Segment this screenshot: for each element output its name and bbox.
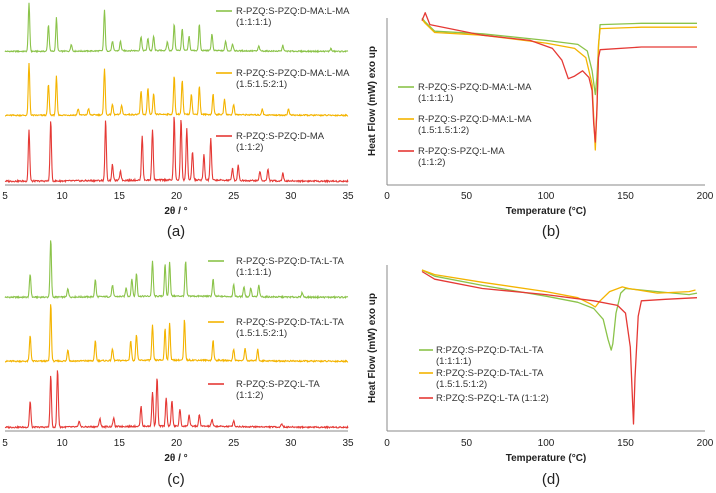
chart-b-x-ticks: 0 50 100 150 200 [384,191,714,202]
chart-a-legend-label-0: R-PZQ:S-PZQ:D-MA:L-MA [236,6,350,17]
chart-b-legend-ratio-0: (1:1:1:1) [418,93,453,104]
chart-c-series-1 [5,304,349,364]
chart-b-panel-label: (b) [542,223,560,240]
chart-d-panel-label: (d) [542,471,560,488]
chart-b-legend-label-1: R-PZQ:S-PZQ:D-MA:L-MA [418,114,532,125]
chart-b-x-tick-2: 100 [538,191,555,202]
chart-c-panel-label: (c) [167,471,185,488]
chart-c-x-tick-0: 5 [2,438,8,449]
chart-c-series-0 [4,240,349,300]
chart-c-x-tick-6: 35 [342,438,354,449]
chart-c-legend-label-0: R-PZQ:S-PZQ:D-TA:L-TA [236,256,345,267]
chart-c-x-tick-5: 30 [285,438,297,449]
chart-c-traces [4,240,349,430]
chart-c-x-tick-2: 15 [114,438,126,449]
chart-b-series-1 [421,18,697,151]
chart-d-legend-label-1: R:PZQ:S-PZQ:D-TA:L-TA [436,368,544,379]
chart-d-x-tick-2: 100 [538,438,555,449]
chart-a-x-tick-0: 5 [2,191,8,202]
chart-d-legend-ratio-0: (1:1:1:1) [436,356,471,367]
chart-b-legend-ratio-1: (1.5:1.5:1:2) [418,125,469,136]
chart-c-legend-ratio-2: (1:1:2) [236,390,263,401]
chart-b-legend-label-2: R-PZQ:S-PZQ:L-MA [418,146,505,157]
chart-a-legend-label-2: R-PZQ:S-PZQ:D-MA [236,131,325,142]
chart-b-y-label: Heat Flow (mW) exo up [367,46,378,156]
chart-d-series-1 [421,269,696,308]
chart-a-legend: R-PZQ:S-PZQ:D-MA:L-MA (1:1:1:1) R-PZQ:S-… [216,6,350,153]
chart-b-x-tick-4: 200 [697,191,714,202]
chart-c-legend: R-PZQ:S-PZQ:D-TA:L-TA (1:1:1:1) R-PZQ:S-… [208,256,345,401]
chart-c-x-label: 2θ / ° [164,453,187,464]
chart-c-legend-ratio-0: (1:1:1:1) [236,267,271,278]
chart-c-legend-ratio-1: (1.5:1.5:2:1) [236,328,287,339]
chart-c-x-tick-4: 25 [228,438,240,449]
chart-b-x-tick-1: 50 [461,191,473,202]
chart-b-x-label: Temperature (°C) [506,206,587,217]
chart-b-x-tick-0: 0 [384,191,390,202]
chart-a-x-tick-1: 10 [57,191,69,202]
chart-a-series-1 [5,62,349,118]
chart-b-legend-label-0: R-PZQ:S-PZQ:D-MA:L-MA [418,82,532,93]
chart-b-legend-ratio-2: (1:1:2) [418,157,445,168]
chart-a-legend-ratio-2: (1:1:2) [236,142,263,153]
chart-a-x-tick-2: 15 [114,191,126,202]
chart-c-x-tick-3: 20 [171,438,183,449]
chart-d-x-tick-0: 0 [384,438,390,449]
chart-d-legend-label-2: R:PZQ:S-PZQ:L-TA (1:1:2) [436,393,549,404]
chart-a-traces [4,2,349,184]
chart-d-x-tick-1: 50 [461,438,473,449]
chart-d-x-label: Temperature (°C) [506,453,587,464]
chart-a-x-tick-6: 35 [342,191,354,202]
chart-a-legend-ratio-0: (1:1:1:1) [236,17,271,28]
chart-c: 5 10 15 20 25 30 35 2θ / ° (c) R-PZQ:S-PZQ:D-T… [2,240,354,488]
chart-a-series-0 [4,2,349,54]
chart-d-legend-label-0: R:PZQ:S-PZQ:D-TA:L-TA [436,345,544,356]
chart-d-series-2 [421,270,698,425]
chart-d-legend: R:PZQ:S-PZQ:D-TA:L-TA (1:1:1:1) R:PZQ:S-… [419,345,549,404]
chart-a-x-tick-3: 20 [171,191,183,202]
chart-b-series-2 [421,12,697,143]
chart-a: 5 10 15 20 25 30 35 2θ / ° (a) R-PZQ:S-PZQ:D-M… [2,2,354,240]
chart-d-legend-ratio-1: (1.5:1.5:1:2) [436,379,487,390]
chart-a-panel-label: (a) [167,223,185,240]
chart-c-series-2 [4,370,349,430]
chart-a-x-ticks: 5 10 15 20 25 30 35 [2,191,354,202]
chart-a-legend-label-1: R-PZQ:S-PZQ:D-MA:L-MA [236,68,350,79]
chart-c-legend-label-1: R-PZQ:S-PZQ:D-TA:L-TA [236,317,345,328]
chart-c-x-tick-1: 10 [57,438,69,449]
chart-b-traces [421,12,697,151]
chart-c-x-ticks: 5 10 15 20 25 30 35 [2,438,354,449]
chart-a-x-label: 2θ / ° [164,206,187,217]
chart-d: 0 50 100 150 200 Temperature (°C) Heat Flow … [367,265,714,488]
chart-a-x-tick-5: 30 [285,191,297,202]
chart-a-legend-ratio-1: (1.5:1.5:2:1) [236,79,287,90]
chart-b: 0 50 100 150 200 Temperature (°C) Heat Flow … [367,12,714,240]
chart-d-x-tick-4: 200 [697,438,714,449]
chart-a-x-tick-4: 25 [228,191,240,202]
chart-b-legend: R-PZQ:S-PZQ:D-MA:L-MA (1:1:1:1) R-PZQ:S-… [398,82,532,168]
chart-d-x-ticks: 0 50 100 150 200 [384,438,714,449]
chart-d-traces [421,269,698,425]
chart-d-y-label: Heat Flow (mW) exo up [367,293,378,403]
chart-b-x-tick-3: 150 [617,191,634,202]
chart-c-legend-label-2: R-PZQ:S-PZQ:L-TA [236,379,320,390]
chart-a-series-2 [4,116,349,184]
chart-d-x-tick-3: 150 [617,438,634,449]
